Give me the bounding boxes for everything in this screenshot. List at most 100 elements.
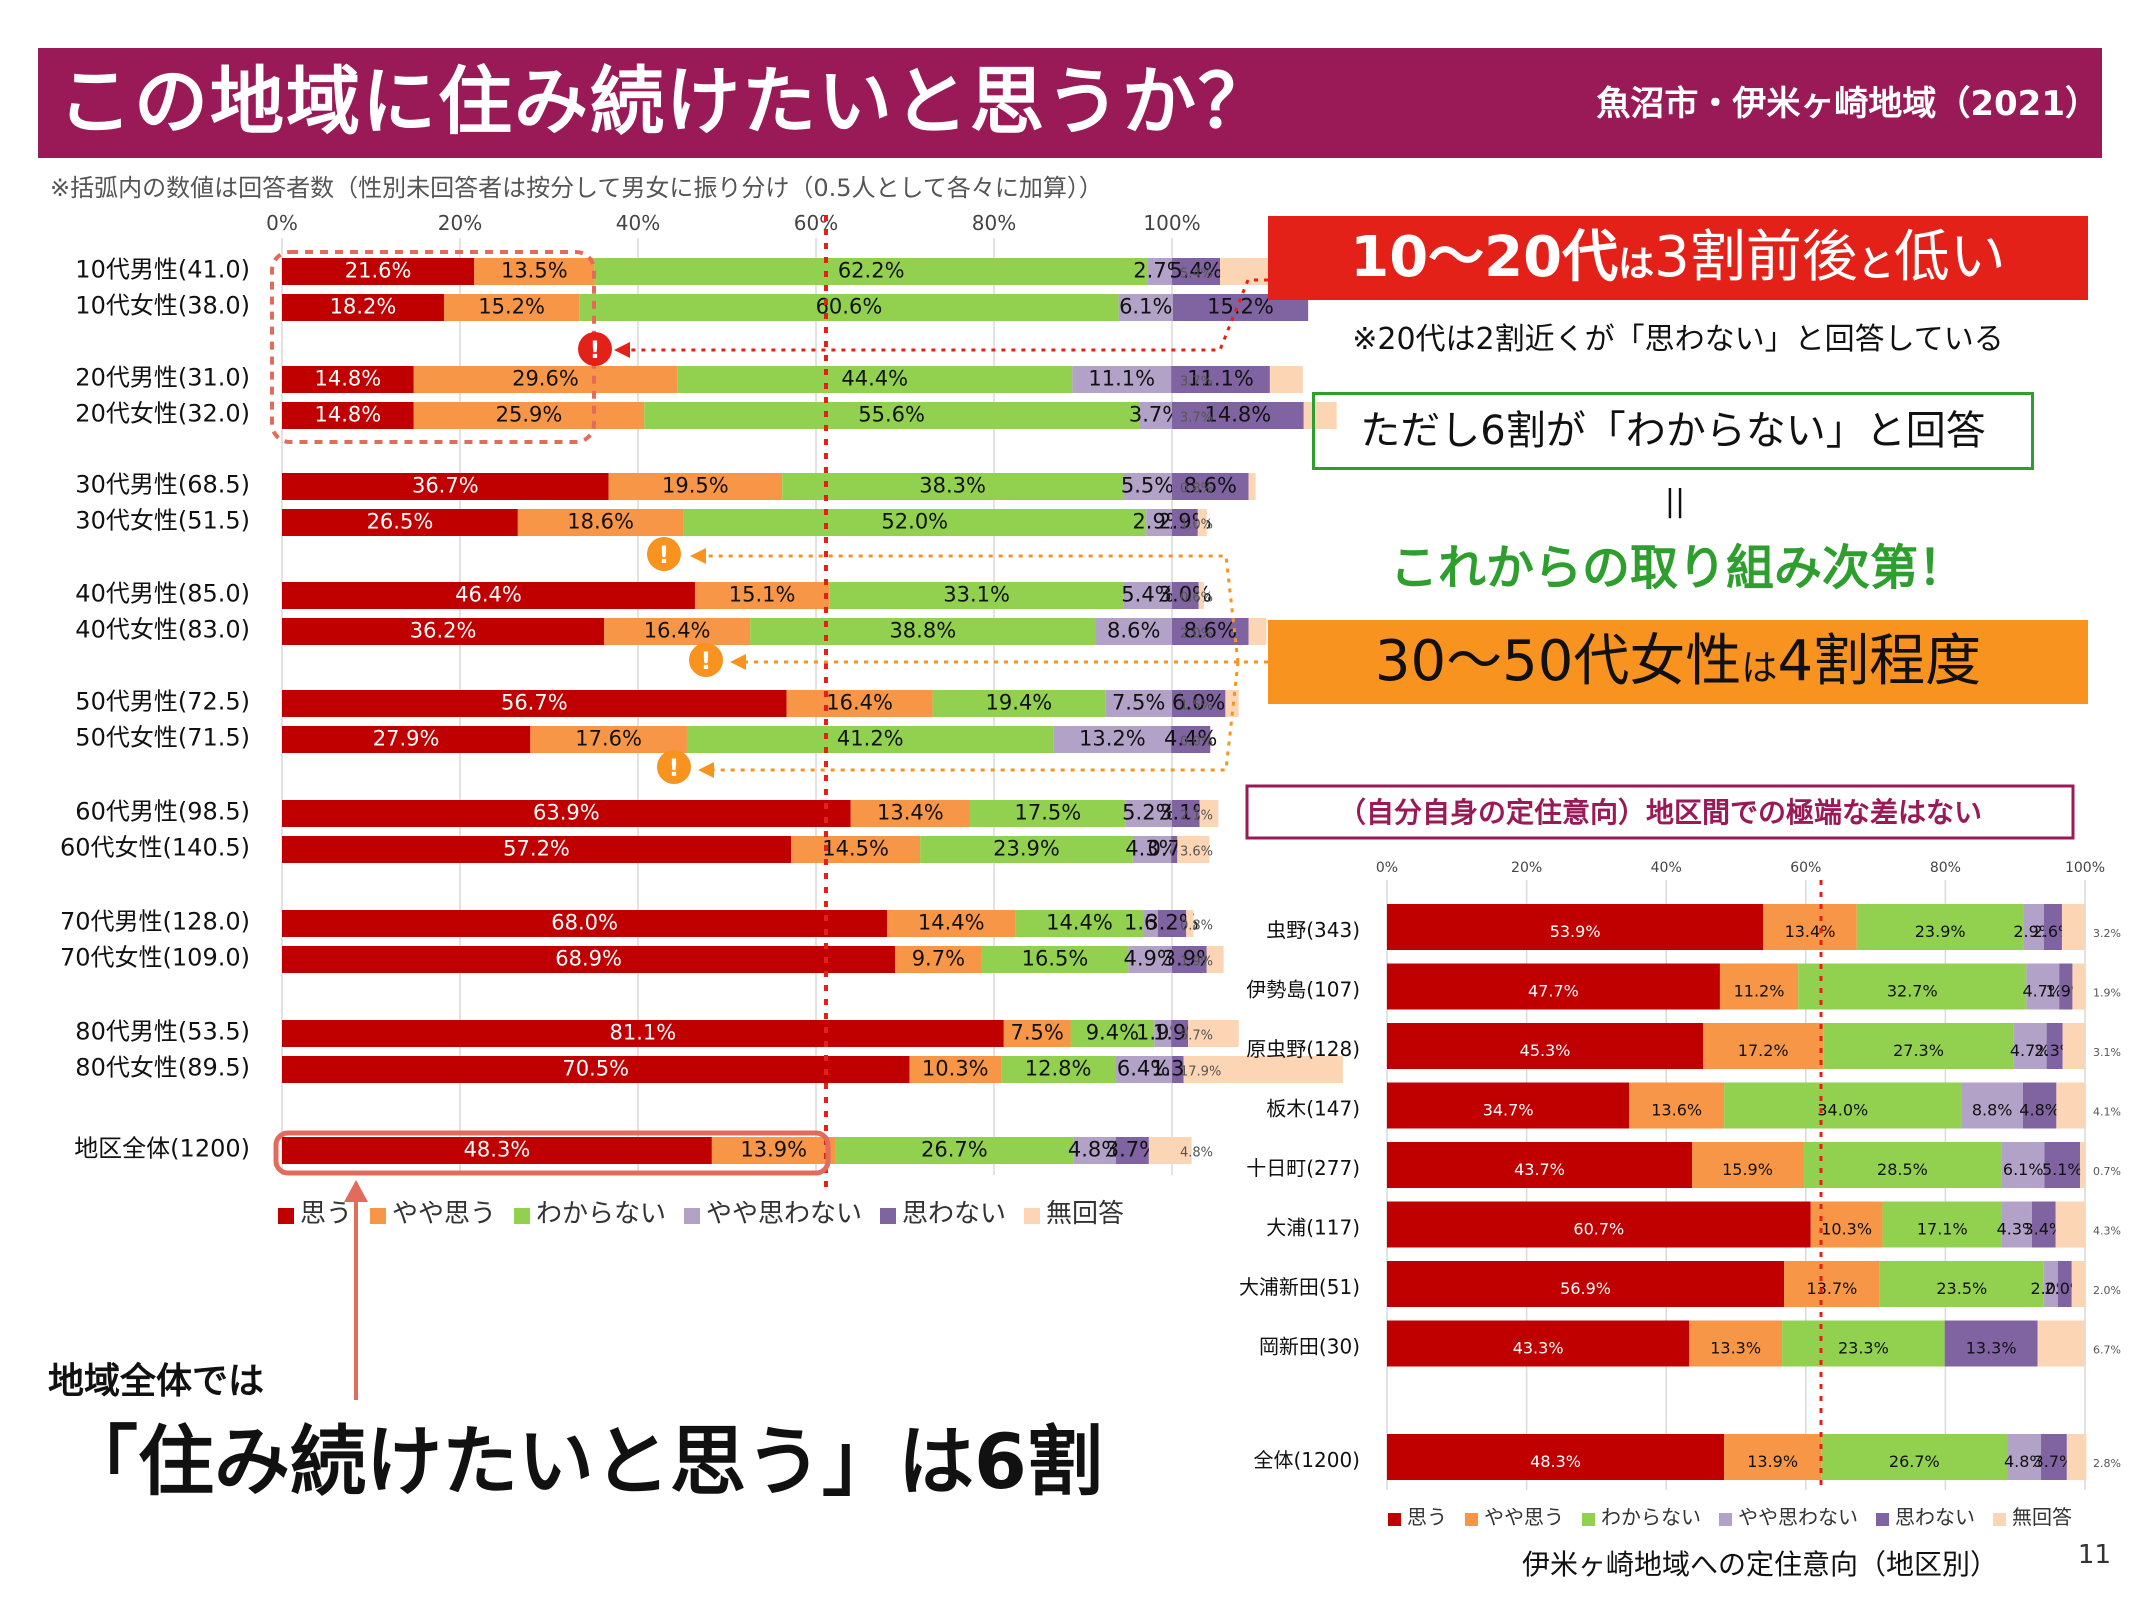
alert-icon bbox=[578, 332, 612, 366]
data-label: 14.4% bbox=[918, 910, 985, 934]
x-tick-label: 80% bbox=[972, 211, 1016, 235]
bar-segment bbox=[1719, 963, 1799, 1010]
bar-segment bbox=[2023, 904, 2044, 950]
data-label: 23.9% bbox=[993, 836, 1060, 860]
legend-swatch bbox=[1993, 1513, 2006, 1526]
data-label: 57.2% bbox=[503, 836, 570, 860]
row-label: 大浦新田(51) bbox=[1239, 1275, 1360, 1299]
legend-label: やや思う bbox=[1484, 1505, 1564, 1529]
data-label: 28.5% bbox=[1877, 1160, 1928, 1179]
data-label: 34.0% bbox=[1817, 1101, 1868, 1120]
data-label: 6.0% bbox=[1172, 690, 1225, 714]
row-label: 十日町(277) bbox=[1246, 1156, 1360, 1180]
data-label: 16.4% bbox=[644, 618, 711, 642]
bar-segment bbox=[1105, 690, 1172, 717]
legend-swatch bbox=[1388, 1513, 1401, 1526]
bar-segment bbox=[1132, 836, 1172, 863]
data-label: 6.7% bbox=[2093, 1344, 2121, 1357]
data-label: 44.4% bbox=[841, 366, 908, 390]
data-label: 53.9% bbox=[1550, 922, 1601, 941]
data-label: 5.5% bbox=[1121, 473, 1174, 497]
row-label: 50代女性(71.5) bbox=[75, 723, 250, 751]
data-label: 7.5% bbox=[1112, 690, 1165, 714]
bar-segment bbox=[1629, 1082, 1725, 1129]
data-label: 10.3% bbox=[922, 1056, 989, 1080]
bar-segment bbox=[1172, 509, 1198, 536]
callout-women-40pct: 30〜50代女性は4割程度 bbox=[1268, 620, 2088, 704]
data-label: 6.1% bbox=[1119, 294, 1172, 318]
data-label: 1.9% bbox=[1180, 954, 1213, 969]
bar-segment bbox=[1118, 294, 1173, 321]
data-label: 5.7% bbox=[1180, 1028, 1213, 1043]
row-label: 岡新田(30) bbox=[1259, 1335, 1360, 1359]
x-tick-label: 0% bbox=[266, 211, 298, 235]
alert-icon-glyph: ! bbox=[669, 754, 680, 782]
page-number: 11 bbox=[2077, 1540, 2111, 1570]
data-label: 36.2% bbox=[410, 618, 477, 642]
data-label: 12.8% bbox=[1025, 1056, 1092, 1080]
bar-segment bbox=[282, 690, 787, 717]
callout-young-low-end: 低い bbox=[1893, 225, 2006, 290]
data-label: 56.9% bbox=[1560, 1279, 1611, 1298]
bar-segment bbox=[282, 509, 518, 536]
alert-icon-glyph: ! bbox=[590, 336, 601, 364]
legend-label: やや思わない bbox=[1738, 1505, 1858, 1529]
callout-women-value: 4割程度 bbox=[1777, 629, 1982, 694]
bar-segment bbox=[2044, 1142, 2081, 1188]
bar-segment bbox=[1823, 1023, 2014, 1069]
row-label: 80代男性(53.5) bbox=[75, 1017, 250, 1045]
bar-segment bbox=[282, 836, 792, 863]
data-label: 4.7% bbox=[2010, 1041, 2051, 1060]
legend-label: わからない bbox=[1601, 1505, 1701, 1529]
data-label: 38.8% bbox=[889, 618, 956, 642]
bar-segment bbox=[1199, 800, 1219, 827]
data-label: 27.9% bbox=[373, 726, 440, 750]
bar-segment bbox=[1763, 904, 1857, 950]
bar-segment bbox=[1172, 402, 1304, 429]
data-label: 62.2% bbox=[838, 258, 905, 282]
callout-next-steps: これからの取り組み次第！ bbox=[1389, 540, 1966, 596]
bar-segment bbox=[686, 726, 1054, 753]
x-tick-label: 100% bbox=[1143, 211, 1200, 235]
callout-overall-small: 地域全体では bbox=[48, 1361, 265, 1402]
bar-segment bbox=[1070, 1020, 1155, 1047]
x-tick-label: 20% bbox=[438, 211, 482, 235]
bar-segment bbox=[786, 690, 933, 717]
page-subtitle: 魚沼市・伊米ヶ崎地域（2021） bbox=[1596, 84, 2099, 124]
data-label: 16.4% bbox=[826, 690, 893, 714]
legend-swatch bbox=[684, 1208, 700, 1224]
bar-segment bbox=[1171, 1020, 1189, 1047]
callout-young-low: 10〜20代は3割前後と低い bbox=[1268, 216, 2088, 300]
data-label: 26.5% bbox=[367, 509, 434, 533]
row-label: 全体(1200) bbox=[1253, 1448, 1360, 1472]
data-label: 2.8% bbox=[2093, 1457, 2121, 1470]
data-label: 3.4% bbox=[2023, 1220, 2064, 1239]
district-chart-title: （自分自身の定住意向）地区間での極端な差はない bbox=[1338, 796, 1982, 829]
bar-segment bbox=[920, 836, 1133, 863]
legend-swatch bbox=[1719, 1513, 1732, 1526]
callout-women-particle: は bbox=[1741, 648, 1778, 689]
bar-segment bbox=[1387, 1201, 1811, 1248]
data-label: 16.5% bbox=[1022, 946, 1089, 970]
bar-segment bbox=[1692, 1142, 1804, 1188]
bar-segment bbox=[887, 910, 1016, 937]
bar-segment bbox=[1387, 1023, 1704, 1069]
data-label: 9.4% bbox=[1086, 1020, 1139, 1044]
row-label: 70代女性(109.0) bbox=[60, 943, 250, 971]
data-label: 4.8% bbox=[2004, 1452, 2045, 1471]
row-label: 原虫野(128) bbox=[1246, 1037, 1360, 1061]
data-label: 26.7% bbox=[921, 1137, 988, 1161]
bar-segment bbox=[2072, 963, 2086, 1010]
data-label: 18.6% bbox=[567, 509, 634, 533]
legend-label: わからない bbox=[536, 1199, 666, 1229]
data-label: 48.3% bbox=[1530, 1452, 1581, 1471]
bar-segment bbox=[282, 726, 531, 753]
x-tick-label: 80% bbox=[1930, 860, 1961, 876]
bar-segment bbox=[750, 618, 1096, 645]
bar-segment bbox=[282, 800, 851, 827]
data-label: 2.1% bbox=[1180, 808, 1213, 823]
bar-segment bbox=[932, 690, 1106, 717]
x-tick-label: 20% bbox=[1511, 860, 1542, 876]
x-tick-label: 60% bbox=[794, 211, 838, 235]
